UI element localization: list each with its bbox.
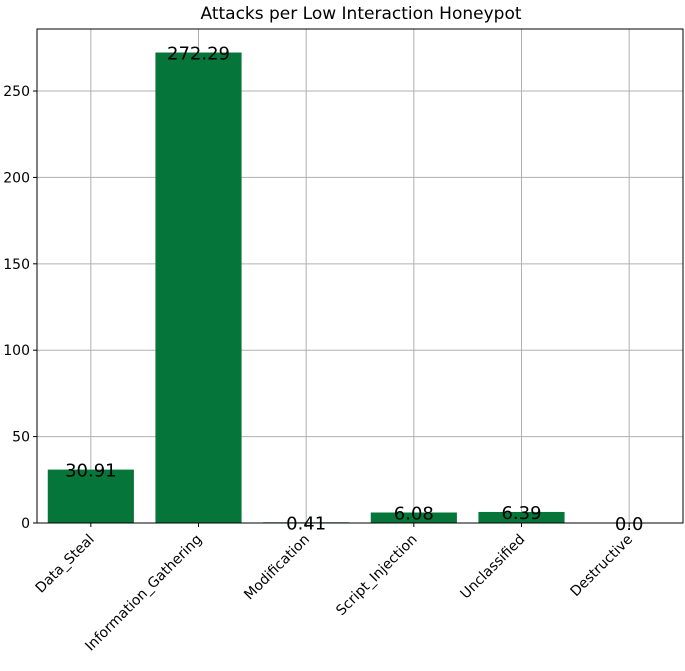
y-tick-label: 200	[3, 170, 30, 186]
data-label: 6.39	[501, 503, 541, 524]
x-tick-label: Data_Steal	[33, 532, 98, 597]
y-tick-label: 100	[3, 343, 30, 359]
y-tick-label: 50	[12, 430, 30, 446]
bar-data-steal	[47, 469, 134, 523]
y-tick-label: 150	[3, 257, 30, 273]
data-label: 30.91	[65, 461, 117, 482]
x-tick-label: Unclassified	[458, 532, 529, 603]
plot-frame	[36, 28, 684, 524]
y-axis-ticks: 0 50 100 150 200 250	[3, 84, 37, 532]
bar-script-injection	[370, 512, 457, 523]
y-tick-label: 250	[3, 84, 30, 100]
data-label: 6.08	[394, 503, 434, 524]
chart-title: Attacks per Low Interaction Honeypot	[200, 4, 521, 24]
bar-unclassified	[478, 511, 565, 523]
bars	[47, 52, 565, 523]
y-tick-label: 0	[21, 516, 30, 532]
grid	[37, 29, 683, 524]
x-tick-label: Modification	[241, 532, 313, 604]
x-tick-label: Information_Gathering	[82, 532, 205, 655]
bar-information-gathering	[155, 52, 242, 523]
data-label: 272.29	[167, 44, 230, 65]
x-tick-label: Script_Injection	[333, 532, 420, 619]
x-tick-label: Destructive	[568, 532, 636, 600]
